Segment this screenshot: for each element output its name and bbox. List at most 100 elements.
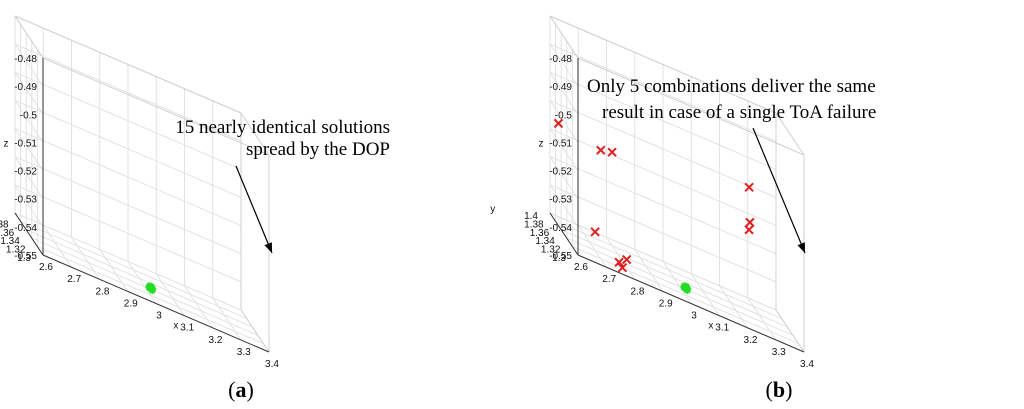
panel-a-gridline <box>71 236 100 280</box>
panel-b-x-tick-label: 3.3 <box>772 347 786 358</box>
panel-b-gridline <box>566 237 793 336</box>
panel-b-annotation-line: result in case of a single ToA failure <box>602 102 876 123</box>
panel-b-marker-stroke <box>590 227 600 237</box>
panel-a-y-tick-label: 1.32 <box>6 245 26 256</box>
panel-b-y-axis-label: y <box>490 204 495 215</box>
panel-b-z-tick-label: -0.51 <box>549 138 572 149</box>
panel-b-data-point <box>617 262 628 273</box>
panel-b-x-axis-line <box>577 254 805 353</box>
panel-a-y-tick-label: 1.38 <box>0 219 9 230</box>
panel-a-z-tick-label: -0.51 <box>14 138 37 149</box>
panel-a-gridline <box>14 128 44 171</box>
panel-b-box-edge <box>549 15 579 59</box>
panel-b-box-edge <box>549 15 777 114</box>
panel-b-gridline <box>549 99 777 198</box>
panel-a-x-tick-label: 3 <box>156 311 162 322</box>
panel-a-x-axis-line <box>42 254 270 353</box>
panel-a-x-tick-label: 3.2 <box>209 335 223 346</box>
panel-b-plot: (b) 2.6 2.7 2.8 2.9 3 3.1 3.2 3.3 3.4 1.31.321.34… <box>490 15 876 402</box>
panel-b-gridline <box>634 249 664 292</box>
panel-b-data-point <box>596 145 606 155</box>
panel-a-annotation-arrow <box>235 165 273 254</box>
panel-a-z-tick-label: -0.5 <box>20 110 38 121</box>
panel-b-gridline <box>549 184 777 283</box>
panel-a-box-edge <box>42 57 270 156</box>
panel-a-gridline <box>14 128 242 227</box>
panel-b-gridline <box>549 184 579 228</box>
panel-a-gridline <box>14 100 44 143</box>
panel-b-gridline <box>561 229 788 328</box>
panel-b-x-tick-label: 3.2 <box>744 335 758 346</box>
panel-b-gridline <box>549 156 777 255</box>
panel-b-x-tick-label: 3 <box>691 311 697 322</box>
panel-b-gridline <box>549 128 777 227</box>
panel-a-gridline <box>37 246 264 345</box>
panel-b-y-tick-label: 1.32 <box>541 245 561 256</box>
panel-b-box-edge <box>577 57 805 156</box>
panel-b-z-tick-label: -0.49 <box>549 82 572 93</box>
panel-b-x-tick-label: 2.8 <box>631 286 645 297</box>
panel-b-data-point <box>744 225 754 235</box>
panel-b-box-edge <box>775 112 805 156</box>
panel-a-data-point <box>147 283 155 291</box>
panel-a-z-tick-label: -0.48 <box>14 54 37 65</box>
panel-a-gridline <box>212 297 242 341</box>
panel-b-z-tick-label: -0.48 <box>549 54 572 65</box>
panel-a-series-0 <box>145 282 157 295</box>
panel-a-z-tick-label: -0.52 <box>14 167 37 178</box>
panel-b-gridline <box>549 43 579 87</box>
panel-a-gridline <box>14 184 44 228</box>
panel-a-box-edge <box>240 112 270 156</box>
panel-a-letter: a <box>236 377 247 402</box>
panel-a-gridline <box>184 285 213 329</box>
panel-a-x-tick-label: 2.8 <box>96 286 110 297</box>
panel-b-z-tick-label: -0.55 <box>549 251 572 262</box>
panel-a-gridline <box>99 249 129 292</box>
panel-b-marker-stroke <box>745 217 755 228</box>
panel-b-marker-stroke <box>744 225 754 235</box>
panel-b-x-tick-label: 3.4 <box>800 359 814 370</box>
panel-a-gridlines <box>14 15 270 353</box>
panel-a-box-edge <box>14 15 44 59</box>
panel-b-z-tick-label: -0.5 <box>555 110 573 121</box>
panel-b-data-point <box>590 227 600 237</box>
panel-b-gridline <box>549 72 579 115</box>
panel-b-x-tick-label: 2.9 <box>659 298 673 309</box>
panel-b-series-1 <box>680 282 692 295</box>
panel-a-gridline <box>14 212 242 311</box>
panel-b-label: (b) <box>766 377 793 402</box>
panel-b-x-axis-label: x <box>708 321 713 332</box>
panel-a-annotation-line: spread by the DOP <box>246 139 390 160</box>
panel-a-gridline <box>14 99 242 198</box>
panel-b-gridline <box>747 297 777 341</box>
panel-a-y-tick-label: 1.3 <box>17 253 31 264</box>
panel-a-z-tick-label: -0.53 <box>14 195 37 206</box>
panel-b-x-tick-label: 2.6 <box>574 262 588 273</box>
panel-b-y-tick-label: 1.3 <box>552 253 566 264</box>
panel-b-data-point <box>622 254 632 265</box>
panel-a-gridline <box>14 156 242 255</box>
panel-a-label: (a) <box>228 377 254 402</box>
panel-a-y-axis-line <box>14 212 44 256</box>
panel-b-annotation-line: Only 5 combinations deliver the same <box>587 76 876 97</box>
panel-a-gridline <box>14 156 44 199</box>
panel-a-marker-stroke <box>149 287 156 294</box>
panel-b-data-point <box>745 217 755 228</box>
panel-a-z-tick-label: -0.55 <box>14 251 37 262</box>
panel-b-gridline <box>606 236 635 280</box>
panel-a-box-edge <box>14 15 242 114</box>
panel-a-gridline <box>155 273 185 316</box>
panel-b-y-axis-line <box>549 212 579 256</box>
panel-b-z-tick-label: -0.54 <box>549 223 572 234</box>
panel-a-x-axis-label: x <box>173 321 178 332</box>
panel-a-gridline <box>14 184 242 283</box>
panel-b-marker-stroke <box>553 118 564 129</box>
panel-b-marker-stroke <box>596 145 606 155</box>
panel-a-x-tick-label: 3.3 <box>237 347 251 358</box>
panel-b-y-tick-label: 1.4 <box>524 211 538 222</box>
panel-b-marker-stroke <box>622 254 632 265</box>
panel-b-box-edge <box>775 309 805 353</box>
panel-a-z-tick-label: -0.54 <box>14 223 37 234</box>
panel-b-gridline <box>662 261 692 304</box>
panel-b-data-point <box>682 283 690 291</box>
